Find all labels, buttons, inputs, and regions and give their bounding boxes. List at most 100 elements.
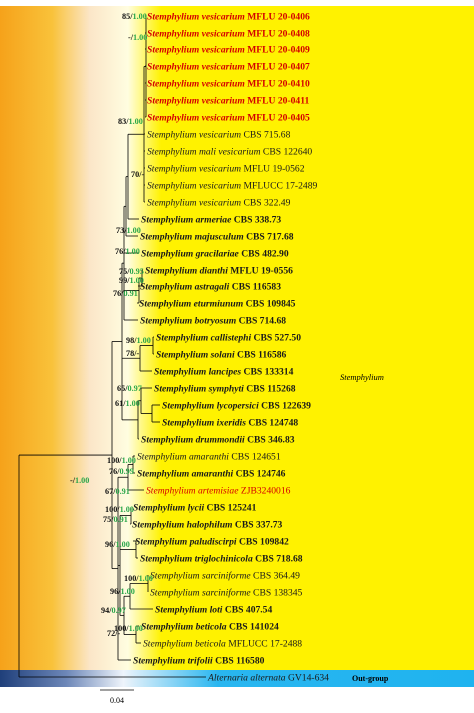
leaf-strain: CBS 109842 xyxy=(237,537,289,548)
leaf-label: Stemphylium amaranthi CBS 124651 xyxy=(137,452,281,463)
leaf-species: Stemphylium lycopersici xyxy=(162,401,259,412)
leaf-species: Stemphylium vesicarium xyxy=(147,198,241,209)
leaf-species: Stemphylium triglochinicola xyxy=(140,554,253,565)
leaf-label: Stemphylium beticola MFLUCC 17-2488 xyxy=(143,639,302,650)
leaf-label: Stemphylium majusculum CBS 717.68 xyxy=(140,232,294,243)
support-value: 76/0.91 xyxy=(113,289,138,298)
leaf-strain: MFLU 19-0556 xyxy=(228,266,293,277)
leaf-strain: CBS 714.68 xyxy=(236,316,286,327)
leaf-species: Stemphylium trifolii xyxy=(133,656,213,667)
leaf-strain: ZJB3240016 xyxy=(238,486,290,497)
leaf-labels: Stemphylium vesicarium MFLU 20-0406Stemp… xyxy=(132,12,329,684)
support-value: -/1.00 xyxy=(70,476,89,485)
branches xyxy=(18,15,206,678)
leaf-strain: MFLU 20-0409 xyxy=(245,45,310,56)
leaf-species: Stemphylium astragali xyxy=(140,282,230,293)
leaf-species: Stemphylium majusculum xyxy=(140,232,244,243)
leaf-label: Stemphylium botryosum CBS 714.68 xyxy=(140,316,286,327)
leaf-strain: CBS 527.50 xyxy=(251,333,301,344)
leaf-label: Stemphylium triglochinicola CBS 718.68 xyxy=(140,554,303,565)
support-value: 100/1.00 xyxy=(124,574,153,583)
leaf-strain: MFLU 20-0411 xyxy=(245,96,310,107)
leaf-strain: CBS 141024 xyxy=(227,622,279,633)
leaf-label: Stemphylium ixeridis CBS 124748 xyxy=(162,418,298,429)
leaf-strain: CBS 718.68 xyxy=(253,554,303,565)
leaf-strain: CBS 124746 xyxy=(233,469,285,480)
leaf-label: Stemphylium loti CBS 407.54 xyxy=(155,605,272,616)
leaf-species: Stemphylium vesicarium xyxy=(147,29,245,40)
leaf-species: Stemphylium artemisiae xyxy=(146,486,239,497)
leaf-species: Alternaria alternata xyxy=(207,673,286,684)
leaf-label: Stemphylium vesicarium MFLU 20-0411 xyxy=(147,96,310,107)
leaf-strain: CBS 122640 xyxy=(261,147,313,158)
leaf-species: Stemphylium sarciniforme xyxy=(150,588,251,599)
leaf-strain: CBS 715.68 xyxy=(241,130,291,141)
support-value: -/1.00 xyxy=(128,33,147,42)
support-value: 100/1.00 xyxy=(114,624,143,633)
leaf-species: Stemphylium gracilariae xyxy=(141,249,240,260)
leaf-strain: MFLU 20-0405 xyxy=(245,113,310,124)
leaf-strain: MFLU 19-0562 xyxy=(241,164,305,175)
support-value: 75/0.95 xyxy=(119,267,144,276)
leaf-strain: CBS 133314 xyxy=(241,367,293,378)
leaf-species: Stemphylium paludiscirpi xyxy=(135,537,237,548)
leaf-label: Stemphylium vesicarium MFLU 20-0409 xyxy=(147,45,310,56)
leaf-species: Stemphylium vesicarium xyxy=(147,181,241,192)
leaf-species: Stemphylium armeriae xyxy=(141,215,232,226)
support-value: 100/1.00 xyxy=(105,505,134,514)
leaf-species: Stemphylium drummondii xyxy=(141,435,245,446)
leaf-species: Stemphylium mali vesicarium xyxy=(147,147,261,158)
leaf-species: Stemphylium ixeridis xyxy=(162,418,246,429)
leaf-label: Stemphylium halophilum CBS 337.73 xyxy=(132,520,283,531)
leaf-species: Stemphylium lancipes xyxy=(154,367,241,378)
leaf-label: Stemphylium symphyti CBS 115268 xyxy=(154,384,296,395)
leaf-label: Stemphylium beticola CBS 141024 xyxy=(141,622,279,633)
leaf-strain: CBS 116583 xyxy=(229,282,281,293)
support-value: 96/1.00 xyxy=(105,540,130,549)
leaf-species: Stemphylium dianthi xyxy=(145,266,228,277)
leaf-label: Stemphylium eturmiunum CBS 109845 xyxy=(139,299,296,310)
leaf-species: Stemphylium symphyti xyxy=(154,384,244,395)
ingroup-band xyxy=(0,6,474,670)
support-value: 76/1.00 xyxy=(115,247,140,256)
leaf-strain: MFLU 20-0407 xyxy=(245,62,310,73)
leaf-label: Stemphylium vesicarium CBS 322.49 xyxy=(147,198,291,209)
leaf-label: Stemphylium vesicarium MFLU 19-0562 xyxy=(147,164,305,175)
leaf-strain: CBS 125241 xyxy=(204,503,256,514)
leaf-label: Stemphylium astragali CBS 116583 xyxy=(140,282,281,293)
support-value: 83/1.00 xyxy=(118,117,143,126)
leaf-strain: MFLUCC 17-2488 xyxy=(226,639,302,650)
leaf-strain: CBS 338.73 xyxy=(231,215,281,226)
leaf-species: Stemphylium vesicarium xyxy=(147,96,245,107)
support-value: 76/0.99 xyxy=(109,467,134,476)
leaf-label: Stemphylium vesicarium MFLU 20-0407 xyxy=(147,62,310,73)
leaf-label: Stemphylium vesicarium MFLUCC 17-2489 xyxy=(147,181,317,192)
leaf-species: Stemphylium eturmiunum xyxy=(139,299,243,310)
leaf-label: Stemphylium vesicarium MFLU 20-0410 xyxy=(147,79,310,90)
leaf-label: Stemphylium sarciniforme CBS 138345 xyxy=(150,588,303,599)
leaf-label: Stemphylium vesicarium MFLU 20-0405 xyxy=(147,113,310,124)
support-value: 73/1.00 xyxy=(116,226,141,235)
leaf-species: Stemphylium loti xyxy=(155,605,223,616)
clade-label-stemphylium: Stemphylium xyxy=(340,372,384,382)
leaf-species: Stemphylium sarciniforme xyxy=(150,571,251,582)
leaf-label: Stemphylium lycopersici CBS 122639 xyxy=(162,401,311,412)
leaf-label: Stemphylium vesicarium MFLU 20-0408 xyxy=(147,29,310,40)
leaf-species: Stemphylium vesicarium xyxy=(147,62,245,73)
support-value: 65/0.97 xyxy=(117,384,142,393)
leaf-label: Stemphylium callistephi CBS 527.50 xyxy=(156,333,301,344)
support-value: 61/1.00 xyxy=(115,399,140,408)
leaf-strain: CBS 138345 xyxy=(251,588,303,599)
support-value: 96/1.00 xyxy=(110,587,135,596)
leaf-label: Stemphylium vesicarium MFLU 20-0406 xyxy=(147,12,310,23)
support-value: 78/- xyxy=(126,349,139,358)
leaf-species: Stemphylium vesicarium xyxy=(147,113,245,124)
leaf-strain: MFLUCC 17-2489 xyxy=(241,181,317,192)
leaf-species: Stemphylium vesicarium xyxy=(147,12,245,23)
leaf-species: Stemphylium callistephi xyxy=(156,333,251,344)
leaf-species: Stemphylium vesicarium xyxy=(147,79,245,90)
leaf-label: Stemphylium paludiscirpi CBS 109842 xyxy=(135,537,289,548)
support-value: 100/1.00 xyxy=(107,456,136,465)
leaf-species: Stemphylium vesicarium xyxy=(147,130,241,141)
